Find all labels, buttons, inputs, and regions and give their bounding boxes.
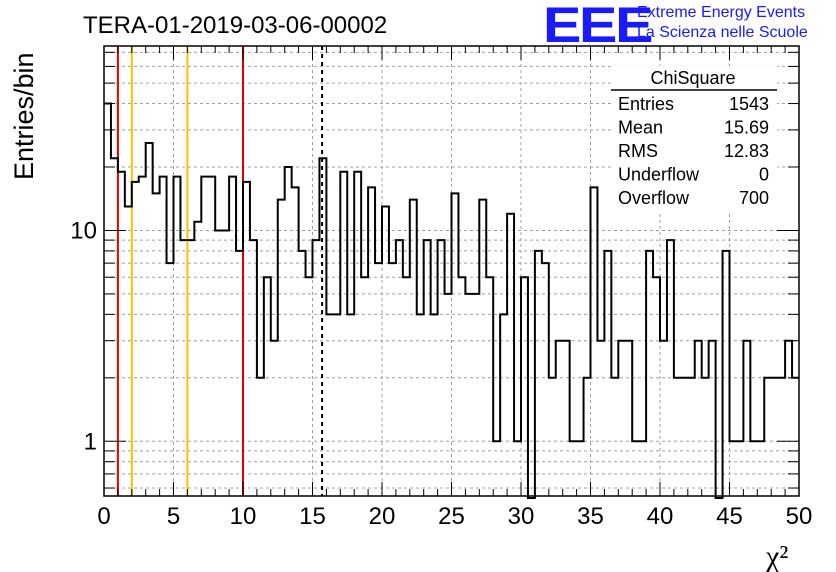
stats-label: Entries xyxy=(618,94,674,114)
x-tick-label: 15 xyxy=(299,503,326,530)
x-tick-label: 50 xyxy=(786,503,813,530)
eee-logo: EEE xyxy=(543,0,653,53)
brand-line-1: Extreme Energy Events xyxy=(637,4,806,21)
y-tick-label: 10 xyxy=(70,217,97,244)
x-tick-label: 0 xyxy=(97,503,110,530)
x-tick-label: 10 xyxy=(230,503,257,530)
brand-line-2: La Scienza nelle Scuole xyxy=(637,24,808,41)
reference-lines xyxy=(116,46,324,496)
axis-ticks xyxy=(103,46,800,496)
x-tick-label: 40 xyxy=(647,503,674,530)
x-tick-label: 5 xyxy=(167,503,180,530)
x-tick-label: 20 xyxy=(369,503,396,530)
stats-label: Mean xyxy=(618,118,663,138)
stats-label: RMS xyxy=(618,141,658,161)
stats-label: Underflow xyxy=(618,165,700,185)
chart-title: TERA-01-2019-03-06-00002 xyxy=(83,12,387,39)
x-axis-label: χ² xyxy=(765,540,788,572)
x-tick-label: 25 xyxy=(438,503,465,530)
stats-value: 12.83 xyxy=(724,141,769,161)
y-tick-label: 1 xyxy=(84,428,97,455)
x-tick-label: 35 xyxy=(577,503,604,530)
histogram-outline xyxy=(104,102,799,499)
stats-label: Overflow xyxy=(618,188,690,208)
x-tick-labels: 0 5 10 15 20 25 30 35 40 45 50 xyxy=(97,503,812,530)
stats-box: ChiSquare Entries 1543 Mean 15.69 RMS 12.83 Un… xyxy=(611,66,777,212)
y-axis-label: Entries/bin xyxy=(9,52,39,180)
stats-value: 700 xyxy=(739,188,769,208)
stats-value: 15.69 xyxy=(724,118,769,138)
stats-value: 1543 xyxy=(729,94,769,114)
stats-value: 0 xyxy=(759,165,769,185)
x-tick-label: 30 xyxy=(508,503,535,530)
y-tick-labels: 1 10 xyxy=(70,217,97,455)
stats-box-title: ChiSquare xyxy=(650,68,735,88)
stats-rows: Entries 1543 Mean 15.69 RMS 12.83 Underflow 0 Ov… xyxy=(618,94,769,208)
x-tick-label: 45 xyxy=(716,503,743,530)
histogram xyxy=(104,102,799,499)
